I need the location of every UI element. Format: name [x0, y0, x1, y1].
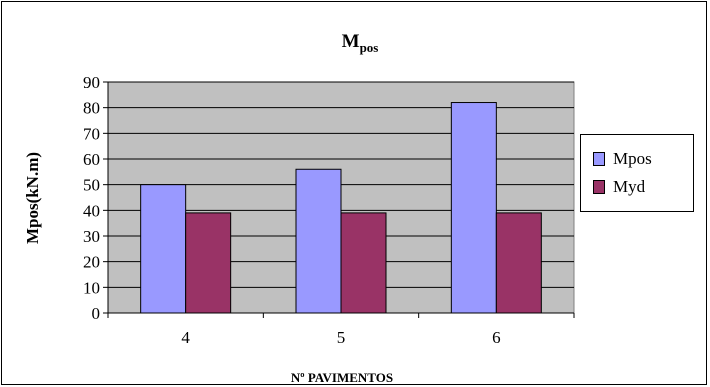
x-tick-label: 5	[337, 328, 346, 347]
chart-title: Mpos	[342, 31, 379, 55]
bar-mpos	[140, 184, 187, 314]
legend-swatch-mpos	[593, 152, 605, 166]
chart-title-main: M	[342, 31, 360, 52]
x-tick-label: 6	[492, 328, 501, 347]
y-tick-label: 10	[83, 278, 100, 297]
x-axis-label: Nº PAVIMENTOS	[291, 370, 393, 385]
bar-myd	[495, 212, 542, 314]
y-tick-label: 30	[83, 227, 100, 246]
bar-myd	[185, 212, 232, 314]
legend-label-mpos: Mpos	[613, 149, 652, 168]
y-tick-label: 0	[92, 304, 101, 323]
y-tick-label: 70	[83, 124, 100, 143]
y-tick-label: 80	[83, 99, 100, 118]
y-tick-label: 20	[83, 253, 100, 272]
bar-myd	[340, 212, 387, 314]
y-tick-label: 60	[83, 150, 100, 169]
x-tick-label: 4	[181, 328, 190, 347]
legend-swatch-myd	[593, 180, 605, 194]
legend-item-mpos: Mpos	[593, 149, 652, 169]
y-tick-label: 90	[83, 73, 100, 92]
legend-label-myd: Myd	[613, 177, 646, 196]
y-tick-label: 50	[83, 176, 100, 195]
bar-mpos	[295, 168, 342, 314]
plot-area: 0 10 20 30 40 50 60 70 80 90 4 5 6	[83, 73, 575, 347]
chart-title-subscript: pos	[360, 40, 379, 55]
legend-item-myd: Myd	[593, 177, 645, 197]
y-axis-label: Mpos(kN.m)	[23, 152, 42, 244]
y-tick-label: 40	[83, 201, 100, 220]
bar-mpos	[450, 102, 497, 314]
legend: Mpos Myd	[580, 134, 694, 212]
